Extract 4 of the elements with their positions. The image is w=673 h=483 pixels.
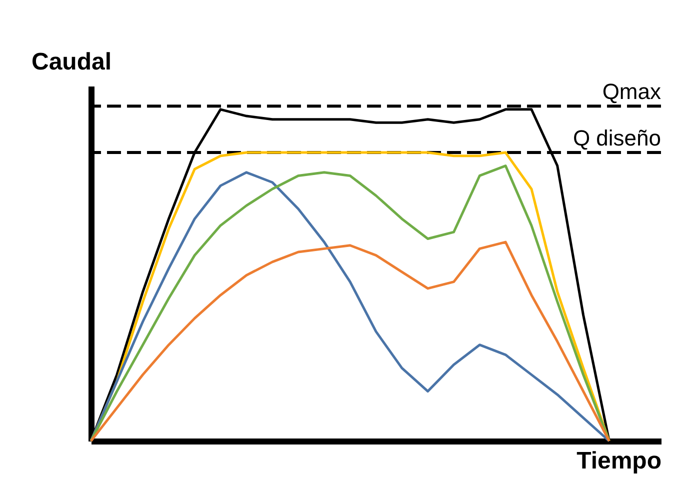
x-axis-title: Tiempo: [576, 448, 662, 474]
y-axis-title: Caudal: [31, 48, 112, 76]
ref-line-label: Q diseño: [572, 126, 661, 151]
ref-line-label: Qmax: [602, 79, 661, 104]
